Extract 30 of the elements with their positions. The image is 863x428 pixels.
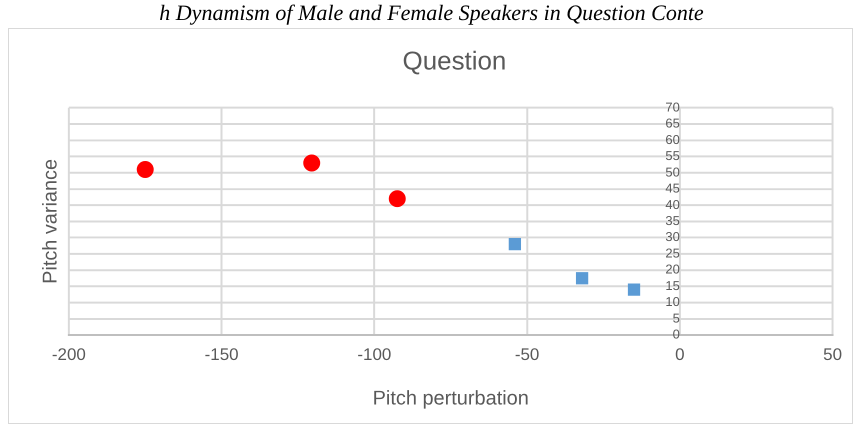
y-tick-label: 50	[665, 164, 680, 180]
y-tick-label: 65	[665, 116, 680, 131]
point	[508, 238, 522, 250]
x-tick-label: -100	[357, 344, 392, 364]
y-tick-label: 20	[665, 262, 680, 277]
chart-title: Question	[402, 48, 506, 76]
y-tick-label: 10	[665, 294, 680, 310]
y-tick-label: 5	[672, 310, 680, 326]
point	[388, 190, 406, 208]
x-tick-label: -200	[52, 344, 86, 364]
y-tick-label: 45	[665, 180, 680, 196]
point	[628, 283, 640, 296]
text: h Dynamism of Male and Female Speakers in Question Conte	[158, 0, 705, 26]
y-tick-label: 55	[665, 148, 680, 164]
x-axis-title: Pitch perturbation	[372, 388, 529, 410]
y-tick-label: 15	[665, 278, 680, 293]
y-tick-label: 30	[665, 229, 680, 244]
y-tick-label: 60	[665, 132, 680, 147]
y-tick-label: 35	[665, 213, 680, 228]
point	[303, 154, 320, 172]
x-tick-label: 50	[823, 344, 842, 364]
y-tick-label: 70	[665, 99, 680, 114]
y-axis-title: Pitch variance	[39, 158, 62, 284]
point	[576, 272, 588, 284]
point	[136, 161, 154, 178]
y-tick-label: 25	[665, 245, 680, 260]
x-tick-label: -50	[514, 344, 540, 364]
y-tick-label: 0	[672, 326, 680, 342]
x-tick-label: -150	[204, 344, 239, 364]
y-tick-label: 40	[665, 196, 680, 212]
